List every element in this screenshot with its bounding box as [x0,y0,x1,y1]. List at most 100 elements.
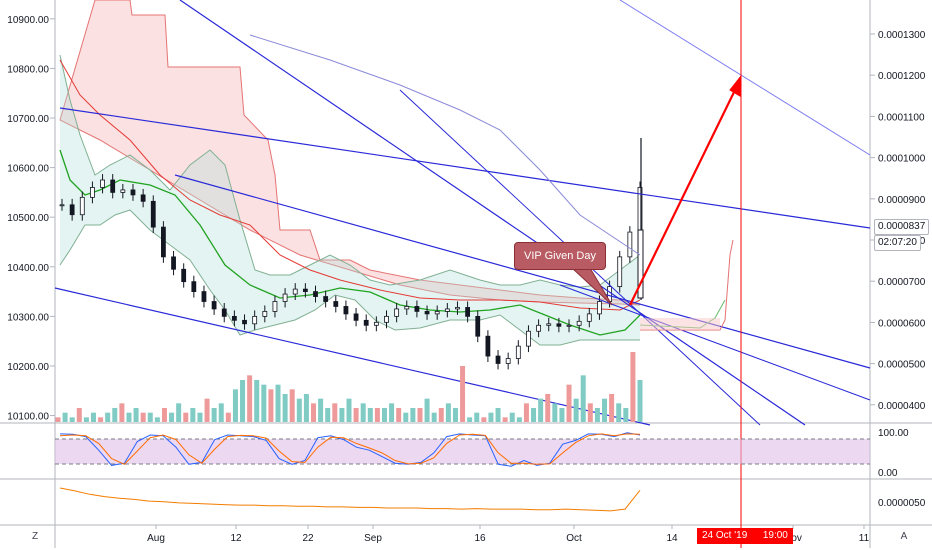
volume-bar-4 [83,417,89,422]
spike-candle-body [637,229,644,299]
volume-bar-54 [438,408,444,422]
right-price-tick-0: 0.0001300 [878,30,926,41]
time-tick-1: 12 [230,533,242,544]
volume-bar-9 [119,403,125,422]
volume-bar-70 [552,403,558,422]
volume-bar-47 [389,403,395,422]
candle-body-13 [191,281,197,292]
candle-body-25 [313,291,318,297]
candle-body-55 [617,256,623,288]
volume-bar-60 [481,417,487,422]
ichimoku-cloud [59,0,641,306]
volume-bar-15 [161,408,167,422]
candle-body-53 [597,301,602,315]
stoch-tick-1: 0.00 [878,468,898,479]
volume-bar-66 [523,403,529,422]
volume-bar-59 [474,412,480,422]
moving-average-green [59,149,641,336]
candle-body-18 [242,319,247,325]
volume-bar-38 [325,408,331,422]
volume-bar-25 [232,389,238,422]
target-date-badge: 24 Oct '19 19:00 [697,528,793,544]
volume-bar-42 [353,408,359,422]
volume-bar-5 [90,412,96,422]
candle-body-23 [292,288,298,295]
candle-body-40 [465,307,471,317]
volume-bar-48 [396,408,402,422]
candle-body-52 [586,313,592,322]
volume-bar-68 [538,398,544,422]
volume-bar-69 [545,394,551,422]
trendline-lower [54,287,651,426]
volume-bar-55 [445,403,451,422]
candle-body-21 [272,301,278,312]
volume-bar-62 [495,408,501,422]
volume-bar-52 [424,398,430,422]
left-price-tick-2: 10700.00 [7,114,49,125]
volume-bar-39 [332,403,338,422]
right-price-tick-4: 0.0000900 [878,195,926,206]
auto-scale-toggle-right[interactable]: A [900,531,908,542]
volume-bar-7 [105,412,111,422]
candle-body-6 [120,189,126,193]
volume-bar-44 [367,408,373,422]
forecast-arrow-head [729,74,742,97]
candle-body-50 [566,324,572,327]
volume-bar-78 [609,394,615,422]
target-date-text: 24 Oct '19 [702,530,748,541]
volume-bar-49 [403,412,409,422]
volume-bar-58 [467,417,473,422]
volume-bar-29 [261,384,267,422]
candle-body-27 [333,301,339,307]
moving-average-red [59,59,641,311]
volume-bar-33 [289,389,295,422]
candle-body-16 [221,308,227,317]
candle-body-22 [282,293,288,302]
time-tick-7: Nov [784,533,802,544]
candle-body-46 [526,330,531,347]
time-tick-6: 14 [666,533,678,544]
volume-bar-3 [76,408,82,422]
volume-bar-67 [531,408,537,422]
volume-bar-61 [488,412,494,422]
volume-bar-18 [183,412,189,422]
left-price-tick-6: 10300.00 [7,312,49,323]
volume-bar-41 [346,398,352,422]
candle-body-8 [140,194,146,202]
candle-body-12 [181,268,187,283]
current-price-badge: 0.0000837 [874,219,930,235]
vip-given-day-callout: VIP Given Day [514,242,606,270]
candle-body-48 [546,323,552,326]
volume-bar-64 [509,412,515,422]
right-price-tick-2: 0.0001100 [878,112,925,123]
left-price-tick-4: 10500.00 [7,213,49,224]
volume-bar-82 [637,380,643,422]
time-tick-4: 16 [474,533,486,544]
candle-body-2 [79,196,85,216]
candle-body-20 [262,311,268,317]
volume-bar-74 [580,375,586,422]
indicator-line [59,487,641,512]
candle-body-14 [201,291,207,302]
volume-bar-32 [282,394,288,422]
volume-bar-1 [62,412,68,422]
volume-bar-10 [126,412,132,422]
volume-bar-51 [417,408,423,422]
right-price-tick-3: 0.0001000 [878,154,926,165]
indicator-tick-0: 0.0000050 [878,498,926,509]
candle-body-26 [323,296,329,302]
trendline-middle [174,174,871,369]
candle-body-31 [373,321,379,326]
log-scale-toggle-left[interactable]: Z [31,531,39,542]
volume-bar-35 [303,394,309,422]
volume-bar-57 [460,366,466,422]
volume-bar-72 [566,384,572,422]
candle-body-28 [343,306,349,315]
stoch-tick-0: 100.00 [878,428,909,439]
volume-bar-73 [573,398,579,422]
time-tick-0: Aug [147,533,165,544]
candle-body-49 [556,323,562,327]
volume-bar-63 [502,417,508,422]
